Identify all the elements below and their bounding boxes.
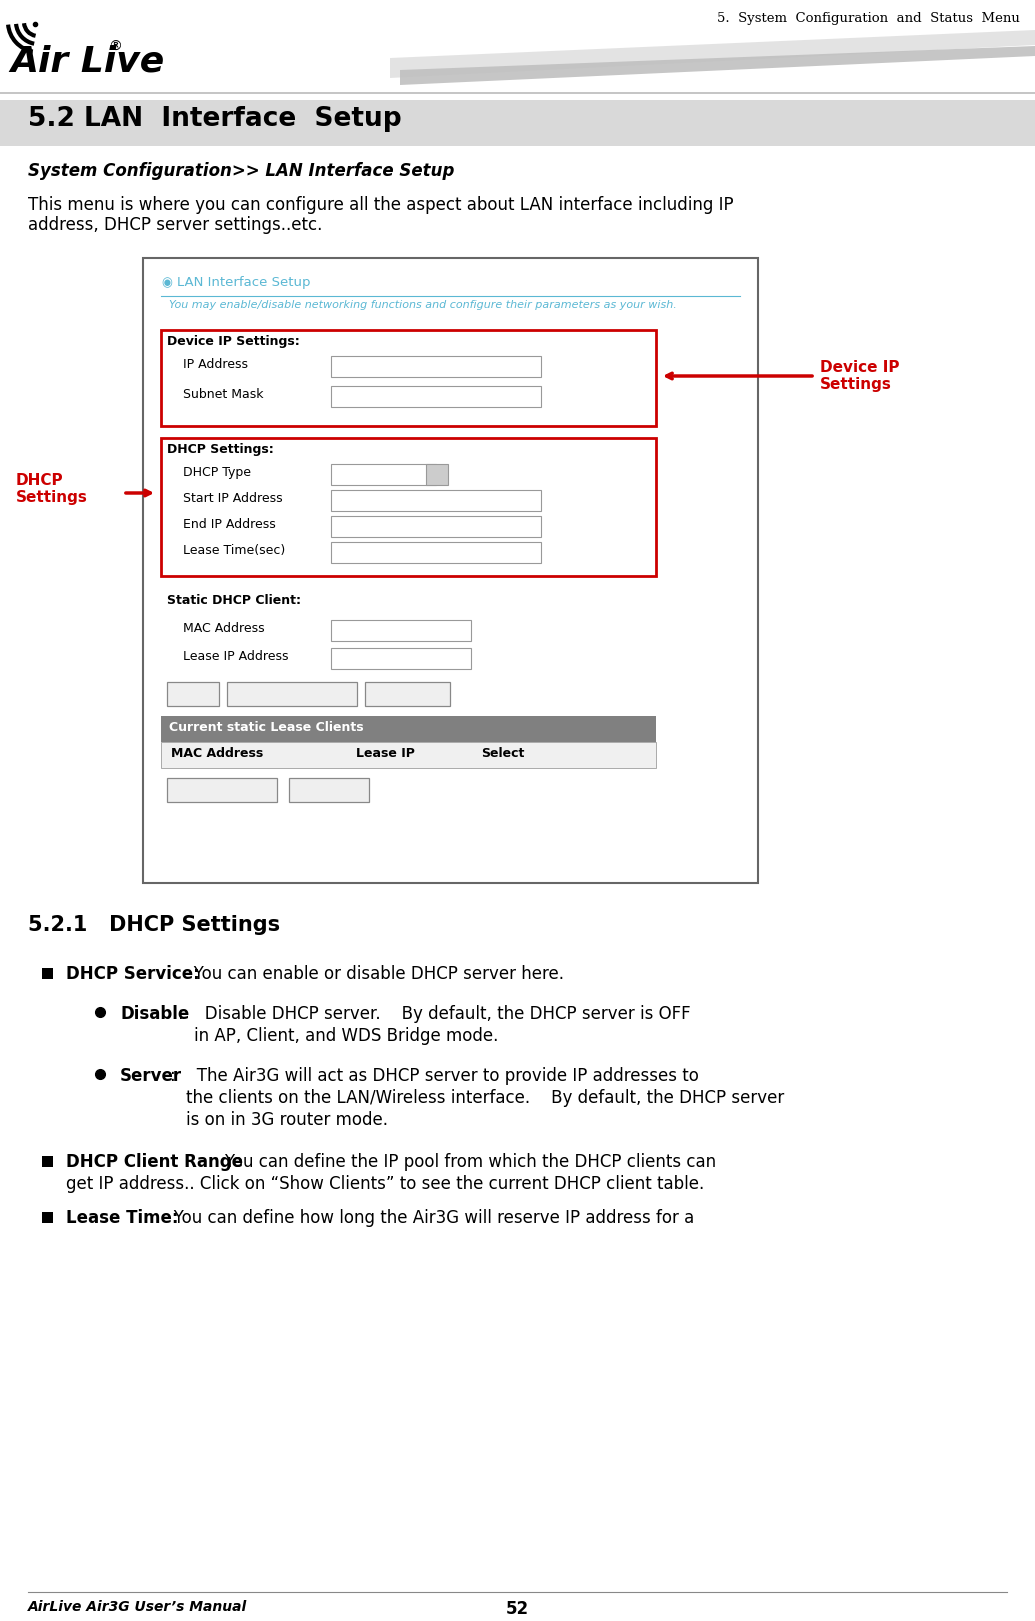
Bar	[331, 515, 541, 537]
Text: the clients on the LAN/Wireless interface.    By default, the DHCP server: the clients on the LAN/Wireless interfac…	[186, 1089, 785, 1107]
Text: AirLive Air3G User’s Manual: AirLive Air3G User’s Manual	[28, 1600, 247, 1615]
Text: You may enable/disable networking functions and configure their parameters as yo: You may enable/disable networking functi…	[169, 300, 677, 310]
Polygon shape	[400, 45, 1035, 84]
Text: IP Address: IP Address	[183, 358, 248, 371]
Text: DHCP Settings:: DHCP Settings:	[167, 443, 273, 456]
Text: Current static Lease Clients: Current static Lease Clients	[169, 721, 363, 734]
Bar	[426, 464, 448, 485]
Text: You can enable or disable DHCP server here.: You can enable or disable DHCP server he…	[178, 964, 564, 982]
Text: Air Live: Air Live	[10, 45, 165, 79]
Text: Lease Time:: Lease Time:	[66, 1209, 178, 1227]
Text: System Configuration>> LAN Interface Setup: System Configuration>> LAN Interface Set…	[28, 162, 454, 180]
Text: Device IP Settings:: Device IP Settings:	[167, 336, 300, 349]
Text: DHCP
Settings: DHCP Settings	[16, 473, 88, 506]
Bar	[331, 464, 436, 485]
Text: ◉: ◉	[161, 276, 172, 289]
Text: in AP, Client, and WDS Bridge mode.: in AP, Client, and WDS Bridge mode.	[194, 1028, 499, 1046]
Bar	[143, 258, 758, 883]
Bar	[167, 682, 219, 707]
Bar	[331, 490, 541, 511]
Bar	[161, 742, 656, 768]
Bar	[0, 101, 1035, 146]
Text: Select: Select	[481, 747, 525, 760]
Text: End IP Address: End IP Address	[183, 519, 275, 532]
Text: ▼: ▼	[434, 470, 440, 478]
Bar	[42, 968, 53, 979]
Text: DHCP Client Range: DHCP Client Range	[66, 1153, 243, 1170]
Bar	[331, 386, 541, 407]
Bar	[42, 1156, 53, 1167]
Text: MAC Address: MAC Address	[171, 747, 263, 760]
Text: 5.  System  Configuration  and  Status  Menu: 5. System Configuration and Status Menu	[717, 11, 1021, 24]
Text: Apply Change: Apply Change	[181, 783, 263, 796]
Text: Server: Server	[336, 465, 377, 478]
Text: Delete Selected: Delete Selected	[245, 687, 338, 700]
Text: :    Disable DHCP server.    By default, the DHCP server is OFF: : Disable DHCP server. By default, the D…	[178, 1005, 690, 1023]
Text: 52: 52	[505, 1600, 529, 1618]
Text: 5.2 LAN  Interface  Setup: 5.2 LAN Interface Setup	[28, 105, 402, 131]
Text: LAN Interface Setup: LAN Interface Setup	[177, 276, 310, 289]
Text: Disable: Disable	[120, 1005, 189, 1023]
Text: You can define how long the Air3G will reserve IP address for a: You can define how long the Air3G will r…	[158, 1209, 694, 1227]
Bar	[289, 778, 369, 802]
Text: Lease Time(sec): Lease Time(sec)	[183, 545, 286, 558]
Text: Start IP Address: Start IP Address	[183, 493, 283, 506]
Bar	[227, 682, 357, 707]
Text: DHCP Service:: DHCP Service:	[66, 964, 200, 982]
Bar	[161, 331, 656, 426]
Text: DHCP Type: DHCP Type	[183, 465, 252, 478]
Polygon shape	[390, 31, 1035, 78]
Bar	[161, 716, 656, 742]
Text: 192.168.1.254: 192.168.1.254	[336, 358, 427, 371]
Text: 192.168.1.100: 192.168.1.100	[336, 493, 427, 506]
Bar	[331, 648, 471, 669]
Text: address, DHCP server settings..etc.: address, DHCP server settings..etc.	[28, 216, 322, 233]
Text: 192.168.1.200: 192.168.1.200	[336, 519, 427, 532]
Text: Lease IP Address: Lease IP Address	[183, 650, 289, 663]
Text: Cancel: Cancel	[309, 783, 349, 796]
Text: Lease IP: Lease IP	[356, 747, 415, 760]
Text: MAC Address: MAC Address	[183, 622, 265, 635]
Text: Delete All: Delete All	[379, 687, 436, 700]
Text: 86400: 86400	[336, 545, 376, 558]
Bar	[331, 541, 541, 562]
Text: :    The Air3G will act as DHCP server to provide IP addresses to: : The Air3G will act as DHCP server to p…	[170, 1067, 699, 1084]
Text: is on in 3G router mode.: is on in 3G router mode.	[186, 1110, 388, 1128]
Bar	[167, 778, 277, 802]
Text: get IP address.. Click on “Show Clients” to see the current DHCP client table.: get IP address.. Click on “Show Clients”…	[66, 1175, 704, 1193]
Text: : You can define the IP pool from which the DHCP clients can: : You can define the IP pool from which …	[214, 1153, 716, 1170]
Text: Add: Add	[181, 687, 204, 700]
Text: 255.255.255.0: 255.255.255.0	[336, 387, 427, 400]
Text: Server: Server	[120, 1067, 182, 1084]
Text: Device IP
Settings: Device IP Settings	[820, 360, 899, 392]
Bar	[42, 1213, 53, 1222]
Bar	[331, 357, 541, 378]
Text: 5.2.1   DHCP Settings: 5.2.1 DHCP Settings	[28, 914, 280, 935]
Bar	[331, 619, 471, 640]
Text: This menu is where you can configure all the aspect about LAN interface includin: This menu is where you can configure all…	[28, 196, 734, 214]
Bar	[161, 438, 656, 575]
Text: ®: ®	[108, 41, 122, 53]
Text: Static DHCP Client:: Static DHCP Client:	[167, 593, 301, 606]
Bar	[365, 682, 450, 707]
Text: Subnet Mask: Subnet Mask	[183, 387, 264, 400]
